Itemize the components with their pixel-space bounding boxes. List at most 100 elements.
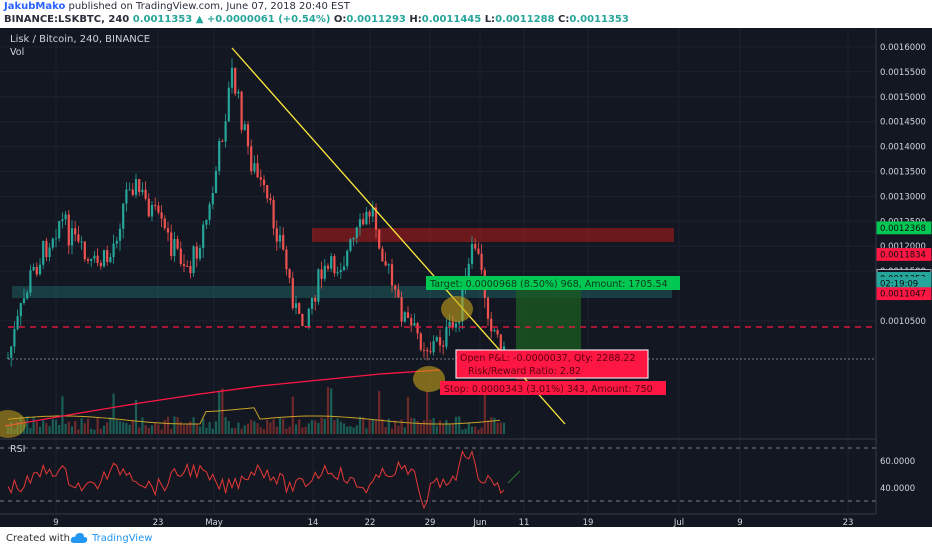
- volume-bar: [362, 417, 365, 434]
- volume-bar: [320, 417, 323, 434]
- volume-bars: [6, 387, 506, 434]
- date-tick-label: 29: [425, 518, 436, 527]
- candle-body: [90, 258, 93, 261]
- volume-bar: [259, 427, 262, 434]
- date-tick-label: 23: [153, 518, 164, 527]
- volume-bar: [195, 423, 198, 434]
- candle-body: [51, 238, 54, 248]
- high-value: 0.0011445: [421, 14, 482, 25]
- volume-bar: [477, 429, 480, 434]
- candle-body: [192, 246, 195, 274]
- created-with-text: Created with: [6, 533, 70, 544]
- candle-body: [157, 205, 160, 213]
- candle-body: [64, 214, 67, 220]
- candle-body: [99, 262, 102, 267]
- volume-bar: [490, 417, 493, 434]
- candle-body: [294, 303, 298, 309]
- candle-body: [486, 297, 490, 319]
- candle-body: [67, 214, 70, 246]
- ascending-support-line[interactable]: [4, 369, 441, 427]
- candle-body: [410, 318, 413, 326]
- resistance-zone: [312, 228, 674, 242]
- tradingview-brand[interactable]: TradingView: [92, 533, 153, 544]
- candle-body: [61, 219, 64, 222]
- candle-body: [230, 67, 234, 88]
- rsi-tick-label: 40.0000: [880, 484, 915, 494]
- candle-body: [480, 253, 483, 271]
- volume-bar: [458, 416, 461, 434]
- volume-bar: [179, 421, 182, 434]
- candle-body: [240, 91, 243, 130]
- volume-bar: [397, 425, 400, 434]
- candle-body: [416, 323, 419, 334]
- position-tool[interactable]: Target: 0.0000968 (8.50%) 968, Amount: 1…: [426, 276, 680, 395]
- volume-bar: [186, 424, 189, 434]
- candle-body: [182, 264, 186, 266]
- price-tag-label: 0.0011047: [880, 290, 926, 300]
- stop-label-box: [440, 381, 666, 395]
- candle-body: [112, 243, 115, 258]
- candle-body: [266, 185, 269, 199]
- candle-body: [211, 193, 214, 205]
- volume-bar: [154, 422, 157, 434]
- candle-body: [32, 266, 35, 271]
- volume-bar: [346, 426, 349, 434]
- candle-body: [48, 247, 51, 258]
- volume-bar: [275, 426, 278, 434]
- volume-bar: [403, 427, 406, 434]
- candle-body: [214, 170, 218, 194]
- candle-body: [74, 228, 77, 235]
- volume-bar: [115, 420, 118, 434]
- risk-reward-label: Risk/Reward Ratio: 2.82: [468, 366, 581, 377]
- volume-bar: [157, 424, 160, 434]
- candle-body: [58, 221, 61, 239]
- volume-bar: [394, 420, 397, 434]
- volume-bar: [166, 416, 170, 434]
- candle-body: [22, 298, 26, 304]
- volume-bar: [134, 399, 138, 434]
- volume-bar: [86, 418, 90, 434]
- candle-body: [374, 207, 378, 230]
- volume-bar: [138, 427, 141, 434]
- candle-body: [106, 250, 109, 263]
- volume-bar: [93, 429, 96, 434]
- volume-bar: [326, 387, 330, 434]
- candle-body: [371, 207, 374, 217]
- candle-body: [262, 179, 266, 186]
- candle-body: [86, 259, 90, 261]
- rsi-arrow-icon: [507, 470, 521, 484]
- price-tag: [876, 287, 932, 301]
- candle-body: [19, 303, 22, 317]
- date-ticks: 9 23 May 14 22 29 Jun 11 19 Jul 9 23: [53, 518, 853, 527]
- symbol-line: BINANCE:LSKBTC, 240 0.0011353 ▲ +0.00000…: [4, 14, 629, 25]
- date-tick-label: 9: [53, 518, 58, 527]
- candle-body: [144, 189, 147, 199]
- volume-bar: [371, 419, 374, 434]
- price-tick-label: 0.0010500: [880, 317, 926, 327]
- chart-canvas[interactable]: Target: 0.0000968 (8.50%) 968, Amount: 1…: [0, 28, 932, 527]
- last-price: 0.0011353: [132, 14, 193, 25]
- candle-body: [442, 345, 445, 347]
- candle-body: [426, 349, 429, 352]
- candle-body: [458, 321, 461, 324]
- candle-body: [10, 346, 13, 358]
- chart-area[interactable]: Target: 0.0000968 (8.50%) 968, Amount: 1…: [0, 28, 932, 527]
- price-tag-label: 0.0011834: [880, 250, 926, 260]
- volume-bar: [422, 420, 426, 434]
- volume-bar: [45, 423, 48, 434]
- candle-body: [432, 341, 435, 353]
- author-link[interactable]: JakubMako: [4, 1, 66, 12]
- candle-body: [256, 163, 259, 178]
- volume-bar: [170, 428, 173, 434]
- open-value: 0.0011293: [346, 14, 406, 25]
- volume-bar: [419, 422, 422, 434]
- candle-body: [243, 124, 246, 130]
- candle-body: [176, 238, 179, 249]
- volume-bar: [262, 429, 266, 434]
- candle-body: [166, 228, 170, 233]
- candle-body: [400, 297, 403, 322]
- volume-bar: [80, 418, 83, 434]
- volume-bar: [310, 420, 314, 434]
- volume-bar: [496, 422, 499, 434]
- candle-body: [118, 228, 122, 241]
